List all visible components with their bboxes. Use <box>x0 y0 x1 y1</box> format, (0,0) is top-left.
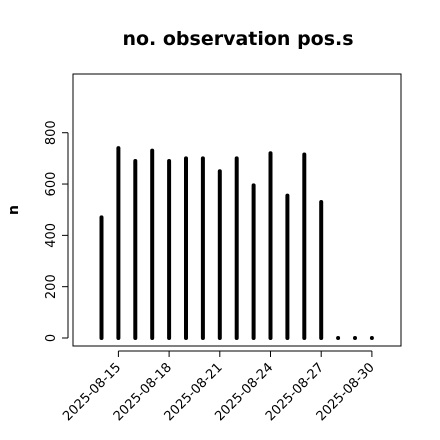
bar <box>369 336 374 340</box>
x-axis: 2025-08-152025-08-182025-08-212025-08-24… <box>60 350 378 424</box>
y-tick-label: 600 <box>44 172 59 197</box>
bar <box>353 336 357 340</box>
y-tick-label: 800 <box>44 120 59 145</box>
bar <box>336 336 341 340</box>
bars <box>99 146 374 340</box>
y-tick-label: 400 <box>44 223 59 248</box>
plot-area <box>72 73 402 347</box>
chart-title: no. observation pos.s <box>122 28 353 50</box>
y-axis-label: n <box>6 205 22 215</box>
y-tick-label: 200 <box>44 274 59 299</box>
y-tick-label: 0 <box>44 334 59 342</box>
y-axis: 0 200 400 600 800 <box>44 120 69 342</box>
